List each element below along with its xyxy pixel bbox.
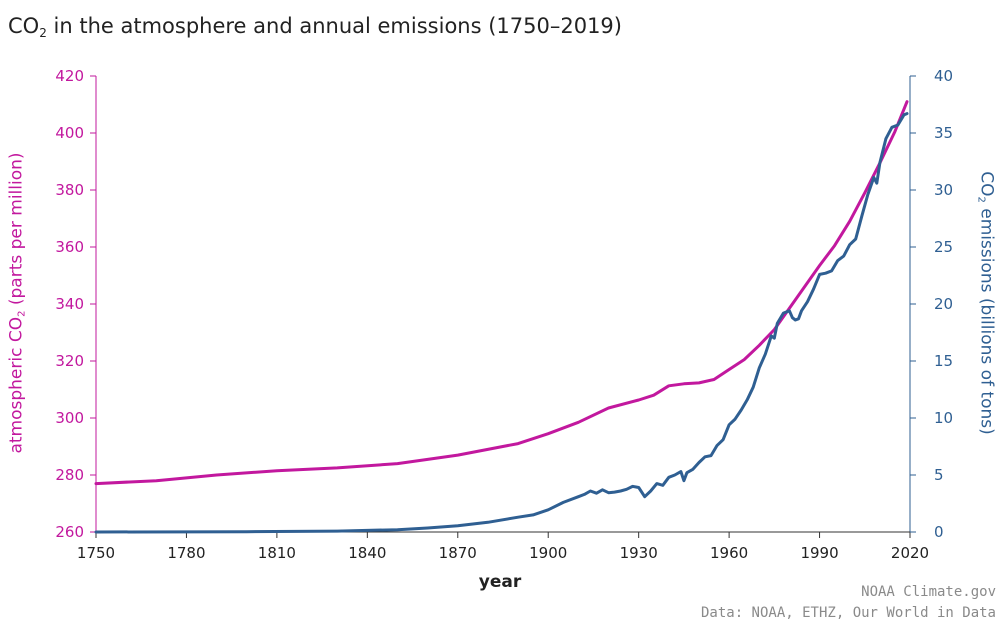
title-subscript: 2 <box>39 26 47 40</box>
y-right-label-rest: emissions (billions of tons) <box>976 202 997 435</box>
y-left-tick-label: 280 <box>55 466 84 484</box>
y-right-tick-label: 20 <box>934 295 953 313</box>
credit-data: Data: NOAA, ETHZ, Our World in Data <box>700 605 996 621</box>
y-right-label-main: CO <box>976 171 997 197</box>
y-right-tick-label: 30 <box>934 181 953 199</box>
x-tick-label: 1810 <box>258 544 296 562</box>
y-right-tick-label: 15 <box>934 352 953 370</box>
title-rest: in the atmosphere and annual emissions (… <box>46 14 622 38</box>
y-right-tick-label: 35 <box>934 124 953 142</box>
x-tick-label: 1840 <box>348 544 386 562</box>
y-right-tick-label: 10 <box>934 409 953 427</box>
credit-source: NOAA Climate.gov <box>861 584 996 600</box>
x-tick-label: 1960 <box>710 544 748 562</box>
axes-group: 1750 1780 1810 1840 1870 1900 1930 1960 1990 2020… <box>55 67 953 562</box>
y-right-tick-label: 40 <box>934 67 953 85</box>
y-left-label-main: atmospheric CO <box>6 316 27 454</box>
y-right-tick-label: 25 <box>934 238 953 256</box>
y-left-tick-label: 360 <box>55 238 84 256</box>
x-tick-label: 1990 <box>800 544 838 562</box>
x-tick-label: 1930 <box>620 544 658 562</box>
series-group <box>94 100 909 534</box>
y-left-tick-label: 300 <box>55 409 84 427</box>
y-left-tick-label: 340 <box>55 295 84 313</box>
y-left-label-sub: 2 <box>16 310 28 317</box>
x-tick-label: 1750 <box>77 544 115 562</box>
title-main: CO <box>8 14 40 38</box>
x-tick-label: 2020 <box>891 544 929 562</box>
co2-emissions-line <box>94 112 909 534</box>
x-tick-label: 1780 <box>167 544 205 562</box>
y-right-tick-label: 5 <box>934 466 944 484</box>
x-axis-label: year <box>478 572 522 592</box>
y-left-tick-label: 400 <box>55 124 84 142</box>
chart-title: CO2 in the atmosphere and annual emissio… <box>8 14 622 40</box>
x-tick-label: 1870 <box>439 544 477 562</box>
y-left-label-rest: (parts per million) <box>6 152 27 311</box>
y-left-tick-label: 320 <box>55 352 84 370</box>
y-left-tick-label: 260 <box>55 523 84 541</box>
y-axis-right-label: CO2 emissions (billions of tons) <box>976 171 997 435</box>
atmospheric-co2-line <box>94 100 909 486</box>
y-left-tick-label: 380 <box>55 181 84 199</box>
y-axis-left-label: atmospheric CO2 (parts per million) <box>7 152 28 453</box>
y-left-tick-label: 420 <box>55 67 84 85</box>
y-right-tick-label: 0 <box>934 523 944 541</box>
x-tick-label: 1900 <box>529 544 567 562</box>
